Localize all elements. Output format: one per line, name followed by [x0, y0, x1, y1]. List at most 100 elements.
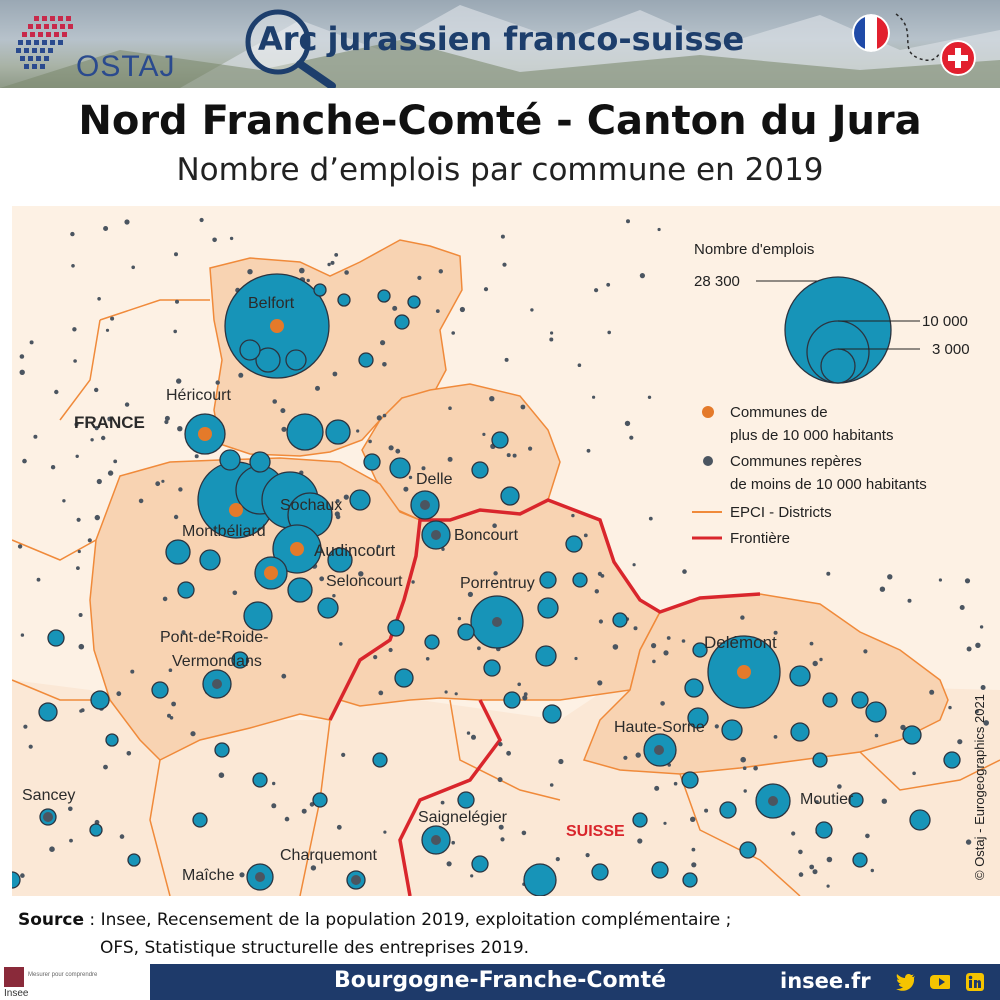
small-commune-dot — [594, 288, 599, 293]
employment-circle — [192, 812, 208, 828]
source-line-2: OFS, Statistique structurelle des entrep… — [100, 938, 530, 958]
small-commune-dot — [965, 839, 972, 845]
small-commune-dot — [606, 282, 611, 287]
employment-circle — [424, 634, 440, 650]
employment-circle — [89, 823, 103, 837]
source-line-1: : Insee, Recensement de la population 20… — [84, 910, 732, 930]
employment-circle — [389, 457, 411, 479]
small-commune-dot — [238, 372, 244, 378]
employment-circle — [612, 612, 628, 628]
legend-item-5: EPCI - Districts — [730, 504, 832, 521]
small-commune-dot — [549, 783, 554, 787]
small-commune-dot — [466, 731, 471, 735]
small-commune-dot — [281, 673, 287, 679]
employment-circle — [317, 597, 339, 619]
small-commune-dot — [594, 589, 599, 594]
small-commune-dot — [517, 682, 521, 687]
small-commune-dot — [964, 578, 971, 584]
small-commune-dot — [17, 544, 23, 549]
twitter-icon[interactable] — [896, 973, 916, 991]
small-commune-dot — [809, 864, 815, 870]
employment-circle — [491, 431, 509, 449]
city-markers — [43, 319, 778, 885]
small-commune-dot — [373, 655, 378, 660]
small-commune-dot — [105, 328, 110, 332]
employment-circle — [721, 719, 743, 741]
small-commune-dot — [330, 260, 335, 265]
small-commune-dot — [652, 659, 656, 664]
small-commune-dot — [512, 453, 517, 458]
small-commune-dot — [162, 596, 168, 602]
small-commune-dot — [417, 275, 422, 280]
arc-title: Arc jurassien franco-suisse — [240, 20, 744, 58]
small-commune-dot — [335, 499, 340, 503]
small-commune-dot — [966, 646, 972, 652]
legend-title: Nombre d'emplois — [694, 241, 814, 258]
youtube-icon[interactable] — [930, 973, 950, 991]
small-commune-dot — [19, 369, 25, 375]
label-belfort: Belfort — [248, 295, 295, 312]
label-charquemont: Charquemont — [280, 847, 378, 864]
legend-size-max: 28 300 — [694, 273, 740, 290]
small-commune-dot — [497, 777, 503, 783]
small-commune-dot — [691, 862, 697, 868]
small-commune-dot — [70, 231, 75, 237]
small-commune-dot — [483, 287, 489, 292]
small-commune-dot — [194, 454, 199, 459]
small-commune-dot — [632, 563, 636, 567]
small-commune-dot — [392, 305, 398, 311]
linkedin-icon[interactable] — [966, 973, 986, 991]
small-commune-dot — [837, 784, 842, 789]
label-porrentruy: Porrentruy — [460, 575, 535, 592]
employment-circle — [812, 752, 828, 768]
small-commune-dot — [657, 227, 661, 232]
employment-circle — [105, 733, 119, 747]
small-commune-dot — [489, 396, 495, 402]
small-commune-dot — [812, 869, 818, 875]
small-commune-dot — [467, 591, 473, 598]
small-commune-dot — [376, 544, 381, 549]
small-commune-dot — [380, 340, 386, 346]
small-commune-dot — [457, 616, 462, 621]
small-commune-dot — [116, 691, 122, 697]
legend-size-mid: 10 000 — [922, 313, 968, 330]
small-commune-dot — [887, 574, 893, 580]
small-commune-dot — [164, 415, 170, 421]
small-commune-dot — [691, 847, 696, 852]
source-note: Source : Insee, Recensement de la popula… — [18, 906, 731, 962]
employment-circle — [471, 855, 489, 873]
small-commune-dot — [438, 269, 443, 274]
small-commune-dot — [87, 538, 92, 543]
small-commune-dot — [247, 269, 253, 275]
small-commune-dot — [280, 408, 286, 414]
small-commune-dot — [597, 680, 603, 686]
small-commune-dot — [382, 413, 387, 418]
small-commune-dot — [521, 830, 527, 836]
haute-sorne-marker — [654, 745, 664, 755]
small-commune-dot — [681, 639, 686, 643]
hericourt-marker — [198, 427, 212, 441]
small-commune-dot — [388, 445, 394, 451]
employment-circle — [572, 572, 588, 588]
employment-circle — [394, 314, 410, 330]
employment-circle — [523, 863, 557, 896]
small-commune-dot — [959, 605, 965, 610]
employment-circle — [815, 821, 833, 839]
small-commune-dot — [176, 378, 182, 384]
footer-site-link[interactable]: insee.fr — [780, 969, 871, 993]
legend: Nombre d'emplois 28 300 10 000 3 000 Com… — [692, 241, 970, 547]
charquemont-marker — [351, 875, 361, 885]
small-commune-dot — [395, 448, 401, 454]
label-audincourt: Audincourt — [314, 541, 396, 560]
small-commune-dot — [124, 219, 130, 225]
small-commune-dot — [382, 362, 387, 367]
small-commune-dot — [629, 435, 634, 440]
employment-circle — [457, 791, 475, 809]
small-commune-dot — [174, 252, 178, 257]
label-sochaux: Sochaux — [280, 497, 342, 514]
valentigney-marker — [264, 566, 278, 580]
small-commune-dot — [451, 331, 456, 335]
employment-circle — [372, 752, 388, 768]
swiss-flag-icon — [940, 40, 976, 76]
small-commune-dot — [310, 865, 317, 871]
